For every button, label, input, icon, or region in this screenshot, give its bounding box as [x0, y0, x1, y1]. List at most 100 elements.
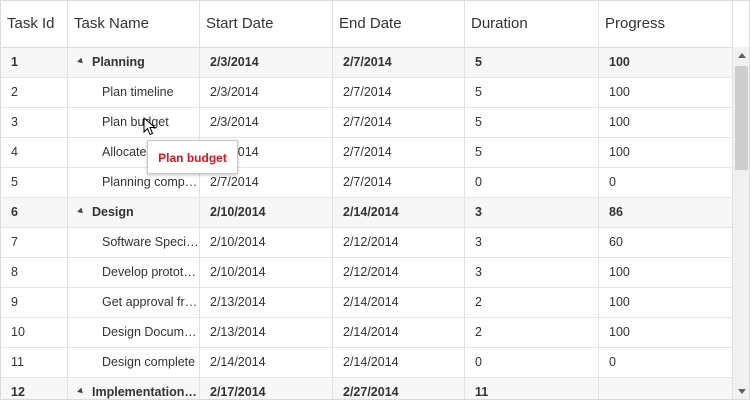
cell-end-date[interactable]: 2/7/2014	[333, 108, 465, 137]
collapse-arrow-icon[interactable]	[77, 387, 85, 396]
cell-duration[interactable]: 5	[465, 138, 599, 167]
cell-task-name[interactable]: Develop prototype	[68, 258, 200, 287]
table-row[interactable]: 7 Software Specification2/10/20142/12/201…	[1, 228, 733, 258]
scroll-thumb[interactable]	[735, 66, 748, 170]
cell-progress[interactable]: 100	[609, 145, 630, 159]
table-row[interactable]: 3 Plan budget 2/3/2014 2/7/2014 5 100	[1, 108, 733, 138]
cell-start-date[interactable]: 2/3/2014	[200, 138, 333, 167]
cell-task-id[interactable]: 10	[1, 318, 68, 347]
cell-end-date[interactable]: 2/27/2014	[333, 378, 465, 399]
cell-end-date[interactable]: 2/14/2014	[333, 318, 465, 347]
cell-task-id[interactable]: 3	[1, 108, 68, 137]
cell-progress[interactable]: 100	[609, 115, 630, 129]
vertical-scrollbar[interactable]	[732, 47, 749, 399]
cell-task-id[interactable]: 11	[1, 348, 68, 377]
cell-task-id[interactable]: 5	[1, 168, 68, 197]
cell-start-date[interactable]: 2/7/2014	[200, 168, 333, 197]
cell-end-date[interactable]: 2/7/2014	[333, 138, 465, 167]
cell-start-date[interactable]: 2/3/2014	[200, 48, 333, 77]
cell-progress[interactable]: 86	[609, 205, 623, 219]
table-row[interactable]: 8 Develop prototype 2/10/2014 2/12/2014 3 100	[1, 258, 733, 288]
cell-end-date[interactable]: 2/7/2014	[333, 168, 465, 197]
cell-duration[interactable]: 2	[465, 288, 599, 317]
cell-duration[interactable]: 0	[465, 348, 599, 377]
table-row[interactable]: 2 Plan timeline 2/3/2014 2/7/2014 5 100	[1, 78, 733, 108]
header-start-date[interactable]: Start Date	[200, 1, 333, 47]
cell-progress[interactable]: 100	[609, 265, 630, 279]
cell-duration[interactable]: 3	[465, 258, 599, 287]
table-row[interactable]: 6 Design 2/10/2014 2/14/2014 3 86	[1, 198, 733, 228]
cell-end-date[interactable]: 2/12/2014	[333, 258, 465, 287]
cell-progress[interactable]	[599, 378, 733, 399]
cell-task-id[interactable]: 2	[1, 78, 68, 107]
cell-progress[interactable]: 100	[609, 325, 630, 339]
cell-duration[interactable]: 0	[465, 168, 599, 197]
cell-progress[interactable]: 60	[609, 235, 623, 249]
cell-start-date[interactable]: 2/10/2014	[200, 228, 333, 257]
header-progress[interactable]: Progress	[605, 15, 666, 32]
cell-duration[interactable]: 2	[465, 318, 599, 347]
header-end-date[interactable]: End Date	[333, 1, 465, 47]
table-row[interactable]: 10 Design Documentation2/13/20142/14/2014…	[1, 318, 733, 348]
table-row[interactable]: 12 Implementation Phase2/17/20142/27/2014…	[1, 378, 733, 399]
table-row[interactable]: 5 Planning complete 2/7/2014 2/7/2014 0 0	[1, 168, 733, 198]
cell-task-id[interactable]: 6	[1, 198, 68, 227]
header-duration[interactable]: Duration	[465, 1, 599, 47]
collapse-arrow-icon[interactable]	[77, 207, 85, 216]
header-task-id[interactable]: Task Id	[1, 1, 68, 47]
cell-end-date[interactable]: 2/14/2014	[333, 198, 465, 227]
cell-progress[interactable]: 100	[609, 85, 630, 99]
cell-task-name[interactable]: Software Specification	[68, 228, 200, 257]
cell-task-name[interactable]: Design complete	[68, 348, 200, 377]
cell-duration[interactable]: 3	[465, 228, 599, 257]
header-task-name[interactable]: Task Name	[68, 1, 200, 47]
cell-start-date[interactable]: 2/3/2014	[200, 78, 333, 107]
cell-duration[interactable]: 5	[465, 48, 599, 77]
table-row[interactable]: 9 Get approval from customer2/13/20142/14…	[1, 288, 733, 318]
cell-start-date[interactable]: 2/14/2014	[200, 348, 333, 377]
cell-task-id[interactable]: 9	[1, 288, 68, 317]
cell-tooltip: Plan budget	[147, 140, 238, 174]
table-row[interactable]: 11 Design complete 2/14/2014 2/14/2014 0 0	[1, 348, 733, 378]
cell-start-date[interactable]: 2/13/2014	[200, 288, 333, 317]
cell-task-name[interactable]: Design	[68, 198, 200, 227]
cell-start-date[interactable]: 2/10/2014	[200, 198, 333, 227]
cell-task-id[interactable]: 12	[1, 378, 68, 399]
cell-task-name[interactable]: Implementation Phase	[68, 378, 200, 399]
cell-end-date[interactable]: 2/14/2014	[333, 348, 465, 377]
cell-duration[interactable]: 5	[465, 108, 599, 137]
cell-end-date[interactable]: 2/7/2014	[333, 78, 465, 107]
cell-task-name[interactable]: Plan budget	[68, 108, 200, 137]
cell-task-id[interactable]: 8	[1, 258, 68, 287]
task-name-text: Design Documentation	[102, 325, 199, 339]
cell-task-name[interactable]: Design Documentation	[68, 318, 200, 347]
cell-duration[interactable]: 5	[465, 78, 599, 107]
task-name-text: Design	[92, 205, 134, 219]
cell-task-id[interactable]: 1	[1, 48, 68, 77]
cell-progress[interactable]: 100	[609, 295, 630, 309]
cell-end-date[interactable]: 2/7/2014	[333, 48, 465, 77]
scroll-down-button[interactable]	[733, 383, 749, 399]
collapse-arrow-icon[interactable]	[77, 57, 85, 66]
scroll-up-button[interactable]	[733, 47, 749, 64]
cell-start-date[interactable]: 2/10/2014	[200, 258, 333, 287]
cell-start-date[interactable]: 2/13/2014	[200, 318, 333, 347]
cell-progress[interactable]: 0	[609, 355, 616, 369]
cell-start-date[interactable]: 2/3/2014	[200, 108, 333, 137]
cell-start-date[interactable]: 2/17/2014	[200, 378, 333, 399]
cell-progress[interactable]: 0	[609, 175, 616, 189]
table-row[interactable]: 1 Planning 2/3/2014 2/7/2014 5 100	[1, 48, 733, 78]
cell-end-date[interactable]: 2/12/2014	[333, 228, 465, 257]
cell-task-id[interactable]: 4	[1, 138, 68, 167]
cell-task-name[interactable]: Planning	[68, 48, 200, 77]
cell-task-id[interactable]: 7	[1, 228, 68, 257]
cell-task-name[interactable]: Planning complete	[68, 168, 200, 197]
cell-end-date[interactable]: 2/14/2014	[333, 288, 465, 317]
header-corner	[732, 1, 749, 47]
cell-task-name[interactable]: Get approval from customer	[68, 288, 200, 317]
cell-progress[interactable]: 100	[609, 55, 630, 69]
cell-task-name[interactable]: Plan timeline	[68, 78, 200, 107]
cell-duration[interactable]: 3	[465, 198, 599, 227]
cell-duration[interactable]: 11	[465, 378, 599, 399]
